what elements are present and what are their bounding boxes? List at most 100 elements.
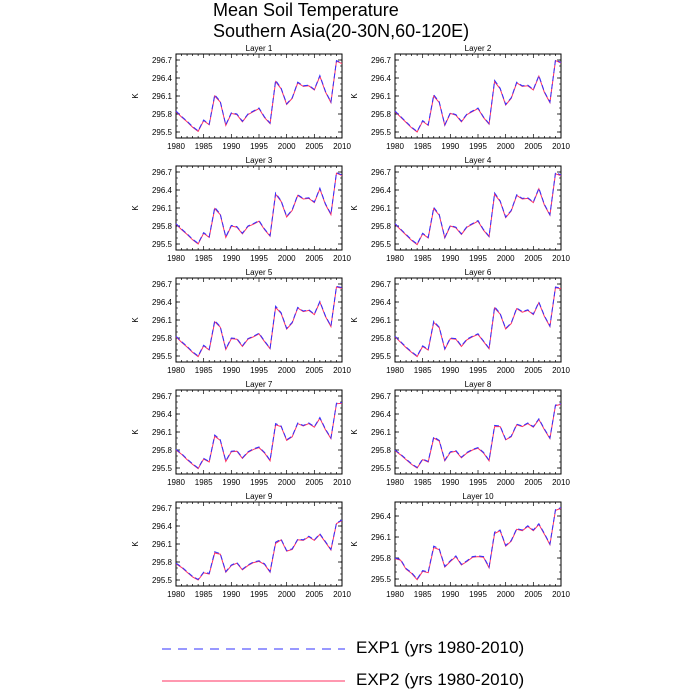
y-axis-label: K (131, 541, 140, 547)
x-tick-label: 1990 (222, 590, 240, 599)
y-tick-label: 296.1 (152, 316, 173, 325)
panel-4: Layer 4 K 1980 1985 1990 1995 2000 2005 2010 295.… (350, 156, 570, 263)
x-tick-label: 2000 (497, 478, 515, 487)
y-tick-label: 295.8 (152, 110, 173, 119)
x-tick-label: 1990 (441, 590, 459, 599)
panel-title: Layer 3 (246, 156, 273, 165)
panel-title: Layer 10 (462, 492, 494, 501)
x-tick-label: 1980 (167, 254, 185, 263)
x-tick-label: 1985 (414, 478, 432, 487)
y-tick-label: 295.5 (152, 576, 173, 585)
x-tick-label: 2005 (524, 142, 542, 151)
panel-6: Layer 6 K 1980 1985 1990 1995 2000 2005 2010 295.… (350, 268, 570, 375)
x-tick-label: 1985 (195, 478, 213, 487)
series-exp2-line (394, 59, 562, 133)
x-tick-label: 1980 (386, 142, 404, 151)
y-tick-label: 295.5 (152, 352, 173, 361)
x-tick-label: 1985 (195, 254, 213, 263)
y-tick-label: 295.5 (152, 464, 173, 473)
x-tick-label: 2005 (305, 254, 323, 263)
y-axis-label: K (350, 205, 359, 211)
y-tick-label: 296.7 (152, 168, 173, 177)
x-tick-label: 2000 (278, 254, 296, 263)
series-exp1-line (175, 171, 343, 245)
y-axis-label: K (350, 317, 359, 323)
y-tick-label: 296.7 (152, 392, 173, 401)
y-tick-label: 296.1 (371, 428, 392, 437)
x-tick-label: 1995 (469, 142, 487, 151)
series-exp2-line (394, 403, 562, 469)
x-tick-label: 2010 (552, 254, 570, 263)
y-tick-label: 295.8 (371, 222, 392, 231)
x-tick-label: 1995 (469, 478, 487, 487)
x-tick-label: 2005 (524, 478, 542, 487)
x-tick-label: 1990 (222, 254, 240, 263)
panel-title: Layer 8 (465, 380, 492, 389)
panel-9: Layer 9 K 1980 1985 1990 1995 2000 2005 2010 295.… (131, 492, 351, 599)
panel-frame (394, 165, 562, 251)
panel-title: Layer 7 (246, 380, 273, 389)
panel-frame (175, 389, 343, 475)
chart-title-line-2: Southern Asia(20-30N,60-120E) (213, 21, 470, 41)
x-tick-label: 2010 (333, 142, 351, 151)
y-tick-label: 296.4 (152, 410, 173, 419)
y-tick-label: 295.8 (152, 446, 173, 455)
panel-frame (394, 501, 562, 587)
x-tick-label: 2000 (497, 142, 515, 151)
series-exp1-line (175, 402, 343, 469)
y-axis-label: K (131, 317, 140, 323)
series-exp2-line (394, 286, 562, 358)
x-tick-label: 1980 (167, 366, 185, 375)
y-tick-label: 295.8 (371, 446, 392, 455)
y-axis-label: K (350, 541, 359, 547)
x-tick-label: 2010 (552, 590, 570, 599)
x-tick-label: 1995 (469, 590, 487, 599)
y-tick-label: 296.7 (152, 56, 173, 65)
x-tick-label: 2010 (552, 142, 570, 151)
y-axis-label: K (131, 93, 140, 99)
x-tick-label: 2000 (278, 590, 296, 599)
x-tick-label: 1985 (414, 142, 432, 151)
x-tick-label: 1990 (222, 366, 240, 375)
y-tick-label: 295.8 (371, 334, 392, 343)
y-axis-label: K (350, 93, 359, 99)
y-tick-label: 295.5 (152, 128, 173, 137)
panel-2: Layer 2 K 1980 1985 1990 1995 2000 2005 2010 295.… (350, 44, 570, 151)
x-tick-label: 1990 (441, 366, 459, 375)
x-tick-label: 2005 (305, 142, 323, 151)
y-tick-label: 296.1 (152, 428, 173, 437)
x-tick-label: 2010 (333, 254, 351, 263)
y-tick-label: 295.5 (152, 240, 173, 249)
series-exp1-line (394, 403, 562, 469)
x-tick-label: 2010 (333, 590, 351, 599)
x-tick-label: 2010 (552, 478, 570, 487)
x-tick-label: 1980 (386, 590, 404, 599)
y-tick-label: 295.8 (152, 334, 173, 343)
x-tick-label: 2000 (278, 366, 296, 375)
y-tick-label: 296.4 (152, 522, 173, 531)
y-tick-label: 295.8 (371, 554, 392, 563)
y-tick-label: 296.4 (371, 298, 392, 307)
series-exp2-line (175, 286, 343, 358)
y-tick-label: 296.4 (371, 512, 392, 521)
x-tick-label: 2000 (497, 254, 515, 263)
x-tick-label: 1985 (195, 142, 213, 151)
series-exp1-line (394, 286, 562, 357)
x-tick-label: 1990 (441, 142, 459, 151)
series-exp1-line (394, 507, 562, 580)
x-tick-label: 1995 (250, 478, 268, 487)
y-tick-label: 296.4 (371, 74, 392, 83)
y-tick-label: 296.4 (371, 410, 392, 419)
x-tick-label: 1995 (250, 590, 268, 599)
series-exp2-line (394, 507, 562, 581)
y-tick-label: 296.1 (371, 533, 392, 542)
panel-frame (394, 389, 562, 475)
x-tick-label: 1990 (441, 254, 459, 263)
x-tick-label: 2005 (305, 478, 323, 487)
x-tick-label: 1985 (414, 254, 432, 263)
series-exp1-line (175, 59, 343, 132)
x-tick-label: 1980 (386, 366, 404, 375)
series-exp2-line (175, 520, 343, 581)
x-tick-label: 2010 (333, 366, 351, 375)
